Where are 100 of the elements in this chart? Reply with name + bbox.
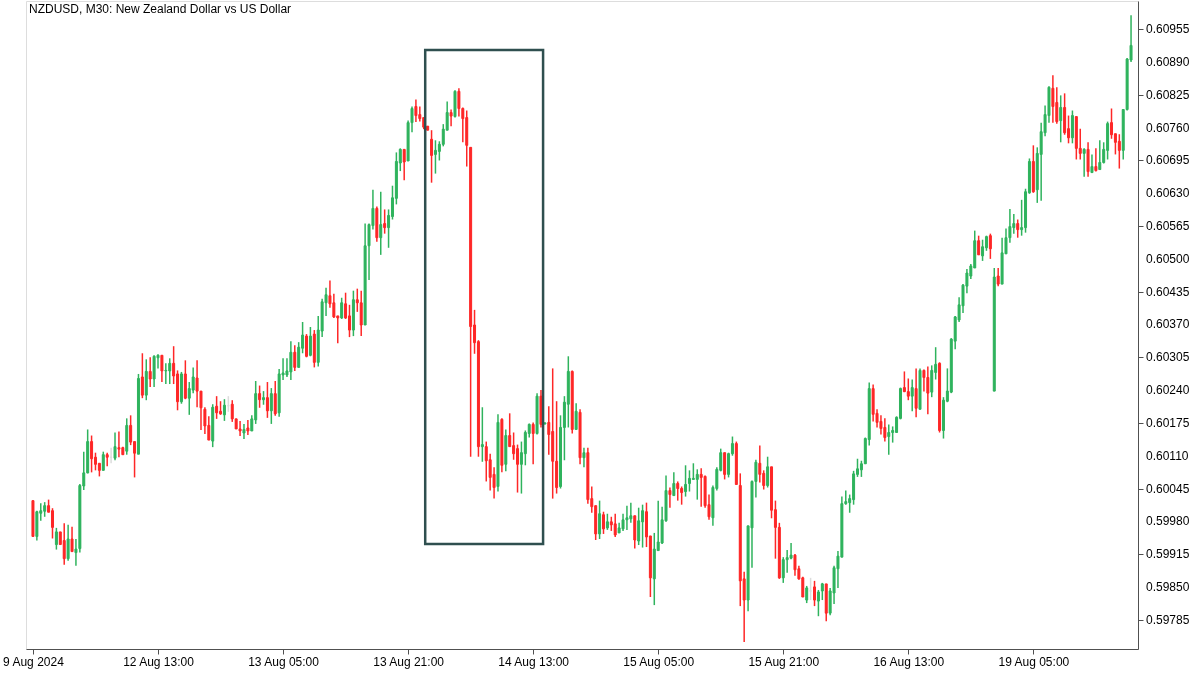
candlestick	[883, 417, 887, 443]
y-tick-label: 0.60695	[1146, 153, 1190, 168]
candlestick	[293, 344, 297, 372]
candlestick	[1110, 107, 1114, 140]
candlestick	[598, 499, 602, 540]
candlestick	[289, 340, 293, 381]
candlestick	[54, 527, 58, 551]
candlestick	[676, 480, 680, 502]
y-tick-label: 0.60370	[1146, 317, 1190, 332]
candlestick	[723, 451, 727, 481]
candlestick	[480, 406, 484, 463]
candlestick	[148, 356, 152, 388]
candlestick	[641, 503, 645, 549]
candlestick	[402, 148, 406, 181]
candlestick	[516, 443, 520, 494]
candlestick	[906, 377, 910, 401]
candlestick	[140, 352, 144, 399]
candlestick	[1016, 218, 1020, 239]
candlestick	[625, 504, 629, 531]
y-tick-label: 0.60630	[1146, 186, 1190, 201]
candlestick	[531, 421, 535, 466]
candlestick	[914, 367, 918, 419]
chart-title: NZDUSD, M30: New Zealand Dollar vs US Dollar	[29, 2, 292, 16]
candlestick	[930, 364, 934, 398]
candlestick	[1086, 141, 1090, 178]
candlestick	[926, 365, 930, 416]
candlestick	[152, 354, 156, 388]
x-tick-label: 16 Aug 13:00	[873, 654, 945, 669]
y-tick-label: 0.59785	[1146, 612, 1190, 627]
candlestick	[758, 444, 762, 484]
candlestick	[996, 267, 1000, 287]
candlestick	[144, 358, 148, 401]
candlestick	[164, 362, 168, 385]
candlestick	[809, 577, 813, 601]
candlestick	[687, 469, 691, 493]
y-tick-label: 0.60565	[1146, 219, 1190, 234]
candlestick	[1059, 94, 1063, 144]
candlestick	[50, 507, 54, 540]
candlestick	[383, 208, 387, 235]
candlestick	[684, 464, 688, 498]
candlestick	[887, 423, 891, 456]
candlestick	[414, 98, 418, 123]
candlestick	[62, 522, 66, 566]
candlestick	[262, 390, 266, 406]
candlestick	[273, 380, 277, 417]
candlestick	[672, 471, 676, 497]
x-tick-label: 13 Aug 05:00	[248, 654, 320, 669]
candlestick	[785, 549, 789, 574]
candlestick	[1090, 153, 1094, 174]
candlestick	[117, 430, 121, 458]
candlestick	[113, 431, 117, 461]
candlestick	[1051, 74, 1055, 124]
y-tick-label: 0.60240	[1146, 383, 1190, 398]
candlestick	[308, 326, 312, 358]
y-tick-label: 0.60305	[1146, 350, 1190, 365]
candlestick	[359, 289, 363, 337]
y-tick-label: 0.60175	[1146, 415, 1190, 430]
x-tick-label: 14 Aug 13:00	[498, 654, 570, 669]
candlestick	[574, 402, 578, 431]
candlestick	[981, 238, 985, 262]
candlestick	[215, 395, 219, 420]
candlestick	[379, 191, 383, 256]
candlestick	[601, 510, 605, 535]
candlestick	[582, 446, 586, 469]
y-tick-label: 0.60045	[1146, 481, 1190, 496]
y-tick-label: 0.59850	[1146, 579, 1190, 594]
x-tick-label: 15 Aug 05:00	[623, 654, 695, 669]
candlestick	[101, 450, 105, 472]
x-tick-label: 13 Aug 21:00	[373, 654, 445, 669]
x-tick-label: 19 Aug 05:00	[998, 654, 1070, 669]
candlestick	[90, 434, 94, 474]
x-tick-label: 15 Aug 21:00	[748, 654, 820, 669]
y-tick-label: 0.60955	[1146, 22, 1190, 37]
candlestick	[238, 420, 242, 437]
candlestick	[613, 513, 617, 538]
candlestick	[1117, 133, 1121, 170]
candlestick	[637, 506, 641, 546]
y-tick-label: 0.60500	[1146, 251, 1190, 266]
candlestick	[910, 378, 914, 413]
candlestick	[168, 357, 172, 385]
candlestick	[347, 304, 351, 338]
candlestick	[766, 455, 770, 489]
candlestick	[977, 234, 981, 256]
y-tick-label: 0.60110	[1146, 448, 1189, 463]
candlestick	[512, 431, 516, 461]
x-tick-label: 12 Aug 13:00	[123, 654, 195, 669]
y-tick-label: 0.60825	[1146, 87, 1190, 102]
candlestick	[433, 139, 437, 175]
candlestick	[813, 580, 817, 607]
y-tick-label: 0.60890	[1146, 55, 1190, 70]
candlestick	[195, 359, 199, 409]
candlestick	[430, 129, 434, 184]
candlestick	[1098, 139, 1102, 171]
candlestick	[305, 333, 308, 359]
y-tick-label: 0.60435	[1146, 284, 1190, 299]
candlestick	[105, 451, 109, 468]
candlestick	[793, 553, 797, 577]
candlestick	[988, 232, 992, 260]
candlestick	[1070, 109, 1074, 145]
candlestick	[1094, 147, 1098, 173]
